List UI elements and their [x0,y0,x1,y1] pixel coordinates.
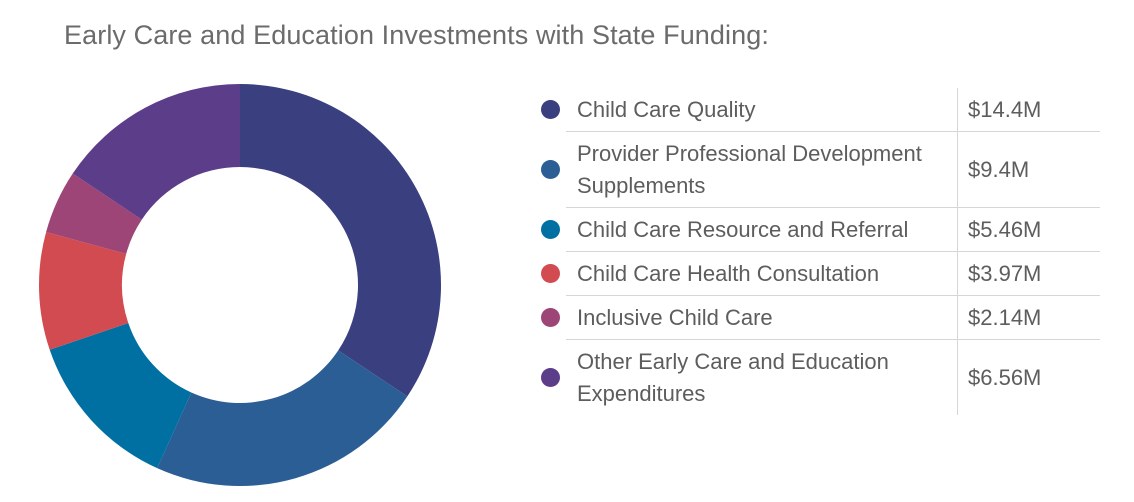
legend-row: Inclusive Child Care $2.14M [530,295,1100,340]
legend-value: $6.56M [957,339,1100,415]
legend-label: Child Care Resource and Referral [566,207,958,252]
legend-swatch [541,367,560,387]
legend-label: Child Care Quality [566,88,958,132]
donut-slice [38,231,129,350]
legend-swatch [541,308,560,327]
legend-value: $5.46M [957,207,1100,252]
chart-title: Early Care and Education Investments wit… [64,20,769,50]
legend-value: $3.97M [957,251,1100,296]
legend-row: Child Care Resource and Referral $5.46M [530,207,1100,252]
legend-label: Provider Professional Development Supple… [566,131,958,208]
legend-value: $14.4M [957,88,1100,132]
donut-slice [240,84,442,397]
donut-slice [157,350,408,486]
legend-value: $2.14M [957,295,1100,340]
donut-slice [46,173,142,254]
legend-row: Provider Professional Development Supple… [530,131,1100,208]
legend-table: Child Care Quality $14.4M Provider Profe… [530,88,1100,415]
donut-slice [72,84,240,220]
legend-row: Child Care Health Consultation $3.97M [530,251,1100,296]
legend-label: Other Early Care and Education Expenditu… [577,348,889,406]
donut-slice [49,322,192,469]
legend-swatch [541,220,560,239]
legend-swatch [541,264,560,283]
legend-swatch [541,160,560,179]
legend-label: Inclusive Child Care [566,295,958,340]
donut-chart [38,84,442,486]
legend-swatch [541,100,560,120]
legend-row: Other Early Care and Education Expenditu… [530,339,1100,415]
legend-row: Child Care Quality $14.4M [530,88,1100,132]
legend-label: Child Care Health Consultation [566,251,958,296]
legend-value: $9.4M [957,131,1100,208]
